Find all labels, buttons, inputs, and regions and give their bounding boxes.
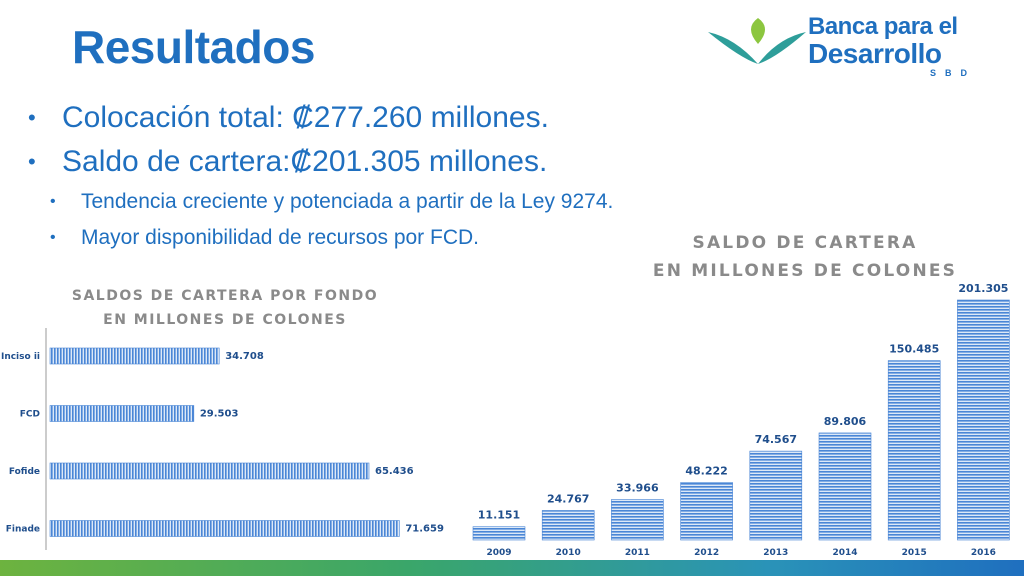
category-label: 2015 <box>902 548 927 558</box>
category-label: FCD <box>20 410 40 420</box>
value-label: 201.305 <box>958 282 1008 295</box>
bar-finade <box>49 520 400 537</box>
bar-2014 <box>818 432 872 541</box>
value-label: 71.659 <box>405 524 444 535</box>
page-title: Resultados <box>72 21 315 73</box>
value-label: 34.708 <box>225 351 264 362</box>
bar-2013 <box>749 450 803 541</box>
logo: Banca para el Desarrollo SBD <box>700 12 990 82</box>
bar-2011 <box>611 499 664 541</box>
category-label: 2012 <box>694 548 719 558</box>
value-label: 11.151 <box>478 509 520 522</box>
value-label: 48.222 <box>685 465 727 478</box>
category-label: Inciso ii <box>1 352 40 362</box>
chart-cartera-por-fondo: SALDOS DE CARTERA POR FONDO EN MILLONES … <box>1 288 444 550</box>
bars-group: Inciso ii 34.708 FCD 29.503 Fofide 65.436 Fina… <box>1 347 444 537</box>
category-label: Fofide <box>9 467 40 477</box>
category-label: 2014 <box>832 548 857 558</box>
logo-line1: Banca para el <box>808 13 958 40</box>
category-label: 2016 <box>971 548 996 558</box>
chart-title-line2: EN MILLONES DE COLONES <box>103 312 347 328</box>
value-label: 150.485 <box>889 343 939 356</box>
sub-bullet-item: Mayor disponibilidad de recursos por FCD… <box>26 220 613 256</box>
bullet-item: Saldo de cartera:₡201.305 millones. <box>26 140 613 184</box>
bar-2016 <box>957 299 1010 541</box>
bullet-item: Colocación total: ₡277.260 millones. <box>26 96 613 140</box>
value-label: 65.436 <box>375 466 414 477</box>
chart-title-line1: SALDO DE CARTERA <box>693 233 918 253</box>
value-label: 89.806 <box>824 415 867 428</box>
sub-bullet-item: Tendencia creciente y potenciada a parti… <box>26 184 613 220</box>
value-label: 74.567 <box>755 433 797 446</box>
bullet-list: Colocación total: ₡277.260 millones. Sal… <box>26 96 613 256</box>
chart-saldo-cartera: SALDO DE CARTERA EN MILLONES DE COLONES … <box>472 233 1010 558</box>
chart-title-line1: SALDOS DE CARTERA POR FONDO <box>72 288 378 304</box>
bar-2012 <box>680 482 733 541</box>
category-label: Finade <box>6 525 40 535</box>
bars-group: 11.151 2009 24.767 2010 33.966 2011 48.222 2012… <box>472 282 1010 558</box>
category-label: 2010 <box>556 548 581 558</box>
category-label: 2011 <box>625 548 650 558</box>
chart-title-line2: EN MILLONES DE COLONES <box>653 261 957 281</box>
bar-2015 <box>887 360 941 541</box>
value-label: 29.503 <box>200 409 239 420</box>
logo-mark-icon <box>708 18 806 64</box>
bar-2010 <box>541 510 595 541</box>
value-label: 33.966 <box>616 482 659 495</box>
value-label: 24.767 <box>547 492 589 505</box>
bar-fofide <box>49 462 370 480</box>
bar-fcd <box>49 405 195 422</box>
bar-2009 <box>472 526 526 541</box>
bar-inciso-ii <box>49 347 220 365</box>
logo-sub: SBD <box>930 68 977 78</box>
logo-text: Banca para el Desarrollo <box>808 14 958 68</box>
logo-line2: Desarrollo <box>808 38 942 69</box>
category-label: 2013 <box>763 548 788 558</box>
category-label: 2009 <box>486 548 511 558</box>
bottom-band <box>0 560 1024 576</box>
